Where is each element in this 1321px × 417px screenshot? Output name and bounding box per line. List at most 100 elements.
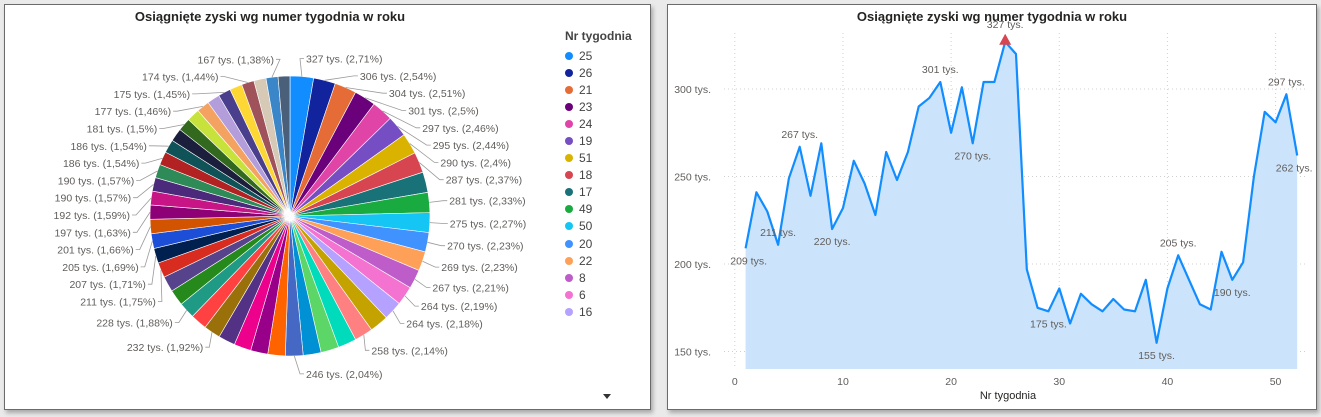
legend-label: 20 <box>579 237 592 251</box>
pie-leader-line <box>405 296 419 306</box>
pie-leader-line <box>159 125 184 129</box>
pie-data-label: 192 tys. (1,59%) <box>54 210 130 222</box>
legend-label: 19 <box>579 134 592 148</box>
legend-color-dot <box>565 154 573 162</box>
legend-label: 49 <box>579 202 592 216</box>
area-chart-panel[interactable]: Osiągnięte zyski wg numer tygodnia w rok… <box>667 4 1317 410</box>
x-tick-label: 20 <box>945 376 957 388</box>
pie-leader-line <box>300 59 304 77</box>
legend-label: 23 <box>579 100 592 114</box>
legend-item[interactable]: 26 <box>565 64 647 81</box>
legend-label: 17 <box>579 185 592 199</box>
legend-label: 26 <box>579 66 592 80</box>
pie-data-label: 177 tys. (1,46%) <box>95 106 171 118</box>
pie-leader-line <box>141 158 162 163</box>
pie-leader-line <box>221 77 248 83</box>
pie-data-label: 197 tys. (1,63%) <box>54 227 130 239</box>
y-tick-label: 200 tys. <box>674 259 711 271</box>
legend-item[interactable]: 18 <box>565 167 647 184</box>
pie-leader-line <box>158 270 162 301</box>
x-tick-label: 30 <box>1053 376 1065 388</box>
pie-legend: Nr tygodnia 25 26 21 23 24 19 51 18 17 49 50 20 22 8 6… <box>565 29 647 321</box>
legend-item[interactable]: 49 <box>565 201 647 218</box>
pie-data-label: 281 tys. (2,33%) <box>449 196 525 208</box>
legend-item[interactable]: 19 <box>565 132 647 149</box>
legend-item[interactable]: 22 <box>565 252 647 269</box>
pie-leader-line <box>364 335 370 350</box>
legend-item[interactable]: 8 <box>565 269 647 286</box>
legend-item[interactable]: 17 <box>565 184 647 201</box>
legend-color-dot <box>565 274 573 282</box>
pie-data-label: 207 tys. (1,71%) <box>69 279 145 291</box>
pie-data-label: 301 tys. (2,5%) <box>408 106 479 118</box>
legend-scroll-down-icon[interactable] <box>603 394 611 399</box>
legend-label: 50 <box>579 219 592 233</box>
pie-data-label: 190 tys. (1,57%) <box>58 175 134 187</box>
legend-item[interactable]: 50 <box>565 218 647 235</box>
pie-leader-line <box>415 279 431 287</box>
legend-item[interactable]: 21 <box>565 81 647 98</box>
legend-item[interactable]: 51 <box>565 150 647 167</box>
pie-data-label: 228 tys. (1,88%) <box>96 318 172 330</box>
data-label: 205 tys. <box>1160 237 1197 249</box>
pie-leader-line <box>294 356 304 374</box>
legend-color-dot <box>565 240 573 248</box>
x-axis-title: Nr tygodnia <box>980 390 1037 402</box>
legend-label: 22 <box>579 254 592 268</box>
legend-item[interactable]: 23 <box>565 98 647 115</box>
legend-item[interactable]: 25 <box>565 47 647 64</box>
legend-label: 8 <box>579 271 586 285</box>
data-label: 220 tys. <box>814 236 851 248</box>
data-label: 209 tys. <box>730 255 767 267</box>
legend-item[interactable]: 6 <box>565 286 647 303</box>
legend-item[interactable]: 16 <box>565 303 647 320</box>
legend-label: 51 <box>579 151 592 165</box>
pie-slices <box>150 76 430 356</box>
data-label: 190 tys. <box>1214 287 1251 299</box>
data-label: 175 tys. <box>1030 318 1067 330</box>
pie-chart: 327 tys. (2,71%) 306 tys. (2,54%) 304 tys.… <box>5 5 650 409</box>
pie-data-label: 181 tys. (1,5%) <box>87 124 158 136</box>
pie-leader-line <box>133 184 154 197</box>
legend-color-dot <box>565 137 573 145</box>
pie-chart-panel[interactable]: Osiągnięte zyski wg numer tygodnia w rok… <box>4 4 651 410</box>
legend-color-dot <box>565 257 573 265</box>
pie-leader-line <box>428 242 446 245</box>
data-label: 297 tys. <box>1268 76 1305 88</box>
pie-data-label: 175 tys. (1,45%) <box>114 89 190 101</box>
legend-color-dot <box>565 308 573 316</box>
x-tick-label: 0 <box>732 376 738 388</box>
x-tick-label: 50 <box>1270 376 1282 388</box>
x-tick-label: 40 <box>1162 376 1174 388</box>
pie-leader-line <box>205 332 212 347</box>
pie-data-label: 264 tys. (2,19%) <box>421 301 497 313</box>
legend-color-dot <box>565 120 573 128</box>
pie-data-label: 297 tys. (2,46%) <box>422 123 498 135</box>
legend-color-dot <box>565 291 573 299</box>
legend-item[interactable]: 20 <box>565 235 647 252</box>
pie-data-label: 270 tys. (2,23%) <box>447 241 523 253</box>
pie-data-label: 190 tys. (1,57%) <box>55 193 131 205</box>
legend-color-dot <box>565 188 573 196</box>
pie-leader-line <box>132 198 151 215</box>
data-label: 155 tys. <box>1138 350 1175 362</box>
legend-item[interactable]: 24 <box>565 115 647 132</box>
pie-data-label: 267 tys. (2,21%) <box>432 282 508 294</box>
pie-data-label: 211 tys. (1,75%) <box>80 297 156 309</box>
legend-color-dot <box>565 205 573 213</box>
pie-data-label: 186 tys. (1,54%) <box>63 158 139 170</box>
pie-data-label: 258 tys. (2,14%) <box>371 345 447 357</box>
pie-data-label: 264 tys. (2,18%) <box>406 318 482 330</box>
pie-data-label: 327 tys. (2,71%) <box>306 54 382 66</box>
legend-title: Nr tygodnia <box>565 29 647 47</box>
area-chart: 150 tys. 200 tys. 250 tys. 300 tys. 0 10 20 30 4… <box>668 5 1316 409</box>
pie-leader-line <box>136 171 157 180</box>
legend-label: 25 <box>579 49 592 63</box>
max-marker <box>999 34 1011 45</box>
legend-color-dot <box>565 86 573 94</box>
legend-label: 6 <box>579 288 586 302</box>
pie-leader-line <box>393 311 404 324</box>
pie-leader-line <box>423 261 440 267</box>
x-tick-label: 10 <box>837 376 849 388</box>
legend-label: 24 <box>579 117 592 131</box>
